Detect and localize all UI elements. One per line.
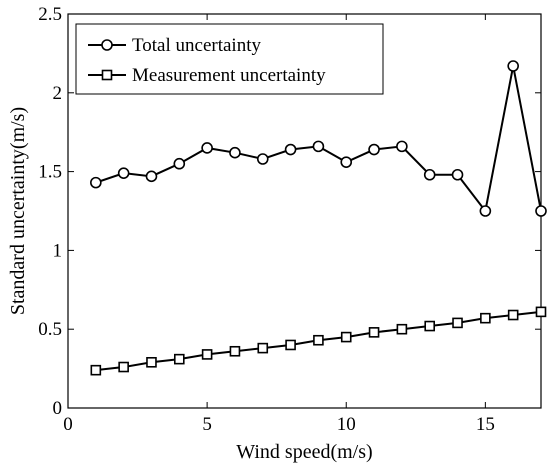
y-tick-label: 0.5 bbox=[38, 319, 62, 340]
legend-label: Measurement uncertainty bbox=[132, 65, 326, 86]
data-point bbox=[145, 170, 158, 183]
legend-box bbox=[75, 23, 384, 95]
legend: Total uncertainty Measurement uncertainty bbox=[75, 23, 384, 95]
legend-item: Total uncertainty bbox=[88, 35, 261, 56]
series-layer bbox=[90, 60, 547, 376]
data-point bbox=[201, 142, 213, 154]
data-point bbox=[117, 167, 130, 179]
data-point bbox=[285, 339, 296, 351]
data-point bbox=[201, 349, 213, 360]
data-point bbox=[368, 327, 380, 338]
legend-item: Measurement uncertainty bbox=[88, 65, 326, 86]
series-measurement-uncertainty bbox=[90, 306, 547, 376]
data-point bbox=[146, 356, 157, 368]
data-point bbox=[451, 168, 464, 181]
data-point bbox=[173, 157, 186, 170]
x-tick-label: 10 bbox=[337, 414, 356, 435]
data-point bbox=[396, 323, 408, 335]
data-point bbox=[479, 205, 492, 217]
series-total-uncertainty bbox=[90, 60, 547, 217]
y-axis-label: Standard uncertainty(m/s) bbox=[7, 107, 29, 315]
x-tick-label: 15 bbox=[476, 414, 495, 435]
data-point bbox=[452, 317, 463, 329]
data-point bbox=[284, 143, 297, 156]
data-point bbox=[507, 309, 519, 321]
data-point bbox=[90, 176, 102, 189]
data-point bbox=[90, 364, 102, 376]
data-point bbox=[173, 353, 185, 365]
x-tick-label: 5 bbox=[202, 414, 212, 435]
data-point bbox=[313, 334, 324, 346]
data-point bbox=[396, 140, 408, 153]
data-point bbox=[535, 205, 547, 217]
data-point bbox=[229, 345, 241, 357]
x-tick-label: 0 bbox=[63, 414, 73, 435]
axis-ticks: 0 5 10 15 0 0.5 1 1.5 2 2.5 bbox=[38, 4, 541, 435]
data-point bbox=[423, 168, 436, 181]
data-point bbox=[424, 320, 436, 332]
legend-marker bbox=[101, 69, 113, 81]
data-point bbox=[118, 361, 129, 373]
data-point bbox=[229, 146, 241, 159]
legend-label: Total uncertainty bbox=[132, 35, 261, 56]
data-point bbox=[368, 143, 380, 156]
data-point bbox=[480, 312, 491, 324]
data-point bbox=[257, 342, 269, 354]
legend-marker bbox=[101, 39, 113, 51]
data-point bbox=[507, 60, 519, 72]
data-point bbox=[340, 156, 353, 168]
data-point bbox=[256, 153, 269, 165]
data-point bbox=[340, 331, 352, 343]
x-axis-label: Wind speed(m/s) bbox=[236, 441, 372, 463]
y-tick-label: 2 bbox=[53, 83, 63, 104]
data-point bbox=[535, 306, 547, 318]
y-tick-label: 2.5 bbox=[38, 4, 62, 25]
y-tick-label: 0 bbox=[53, 398, 63, 419]
data-point bbox=[312, 140, 325, 153]
y-tick-label: 1.5 bbox=[38, 162, 62, 183]
y-tick-label: 1 bbox=[53, 240, 63, 261]
